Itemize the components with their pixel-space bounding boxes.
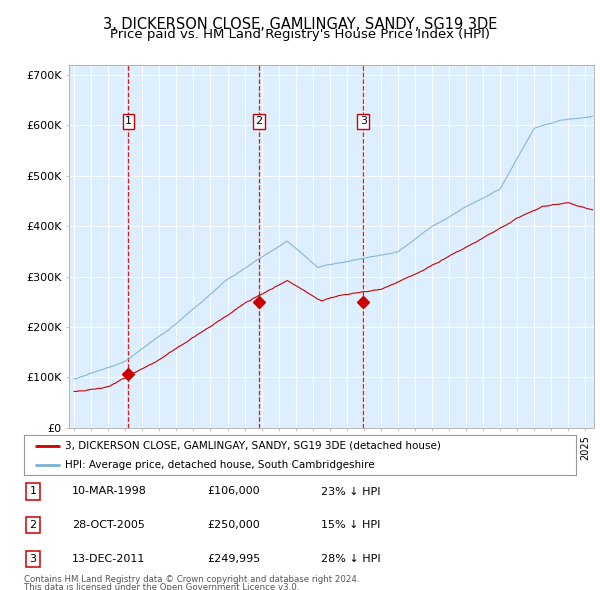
Text: 3: 3 [29,554,37,563]
Text: 1: 1 [29,487,37,496]
Text: 23% ↓ HPI: 23% ↓ HPI [321,487,380,496]
Text: HPI: Average price, detached house, South Cambridgeshire: HPI: Average price, detached house, Sout… [65,460,375,470]
Text: 3, DICKERSON CLOSE, GAMLINGAY, SANDY, SG19 3DE: 3, DICKERSON CLOSE, GAMLINGAY, SANDY, SG… [103,17,497,31]
Text: 10-MAR-1998: 10-MAR-1998 [72,487,147,496]
Text: 13-DEC-2011: 13-DEC-2011 [72,554,145,563]
Text: 28-OCT-2005: 28-OCT-2005 [72,520,145,530]
Text: £249,995: £249,995 [207,554,260,563]
Text: £106,000: £106,000 [207,487,260,496]
Text: 2: 2 [255,116,262,126]
Text: Contains HM Land Registry data © Crown copyright and database right 2024.: Contains HM Land Registry data © Crown c… [24,575,359,584]
Text: 15% ↓ HPI: 15% ↓ HPI [321,520,380,530]
Text: 2: 2 [29,520,37,530]
Text: 28% ↓ HPI: 28% ↓ HPI [321,554,380,563]
Text: This data is licensed under the Open Government Licence v3.0.: This data is licensed under the Open Gov… [24,582,299,590]
Text: 3: 3 [360,116,367,126]
Text: £250,000: £250,000 [207,520,260,530]
Text: Price paid vs. HM Land Registry's House Price Index (HPI): Price paid vs. HM Land Registry's House … [110,28,490,41]
Text: 3, DICKERSON CLOSE, GAMLINGAY, SANDY, SG19 3DE (detached house): 3, DICKERSON CLOSE, GAMLINGAY, SANDY, SG… [65,441,441,451]
Text: 1: 1 [125,116,132,126]
